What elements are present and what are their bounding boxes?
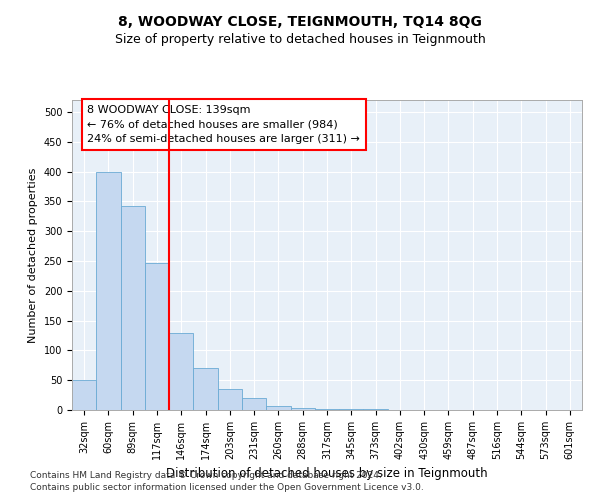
Bar — [72, 380, 96, 410]
Text: Size of property relative to detached houses in Teignmouth: Size of property relative to detached ho… — [115, 32, 485, 46]
Bar — [218, 389, 242, 410]
Bar — [169, 332, 193, 410]
Bar — [193, 368, 218, 410]
Bar — [96, 172, 121, 410]
Bar — [290, 408, 315, 410]
Bar — [121, 206, 145, 410]
Text: Contains public sector information licensed under the Open Government Licence v3: Contains public sector information licen… — [30, 484, 424, 492]
X-axis label: Distribution of detached houses by size in Teignmouth: Distribution of detached houses by size … — [166, 468, 488, 480]
Bar — [242, 398, 266, 410]
Bar — [266, 406, 290, 410]
Text: 8 WOODWAY CLOSE: 139sqm
← 76% of detached houses are smaller (984)
24% of semi-d: 8 WOODWAY CLOSE: 139sqm ← 76% of detache… — [88, 104, 360, 144]
Y-axis label: Number of detached properties: Number of detached properties — [28, 168, 38, 342]
Text: 8, WOODWAY CLOSE, TEIGNMOUTH, TQ14 8QG: 8, WOODWAY CLOSE, TEIGNMOUTH, TQ14 8QG — [118, 15, 482, 29]
Bar — [315, 409, 339, 410]
Text: Contains HM Land Registry data © Crown copyright and database right 2024.: Contains HM Land Registry data © Crown c… — [30, 471, 382, 480]
Bar — [145, 264, 169, 410]
